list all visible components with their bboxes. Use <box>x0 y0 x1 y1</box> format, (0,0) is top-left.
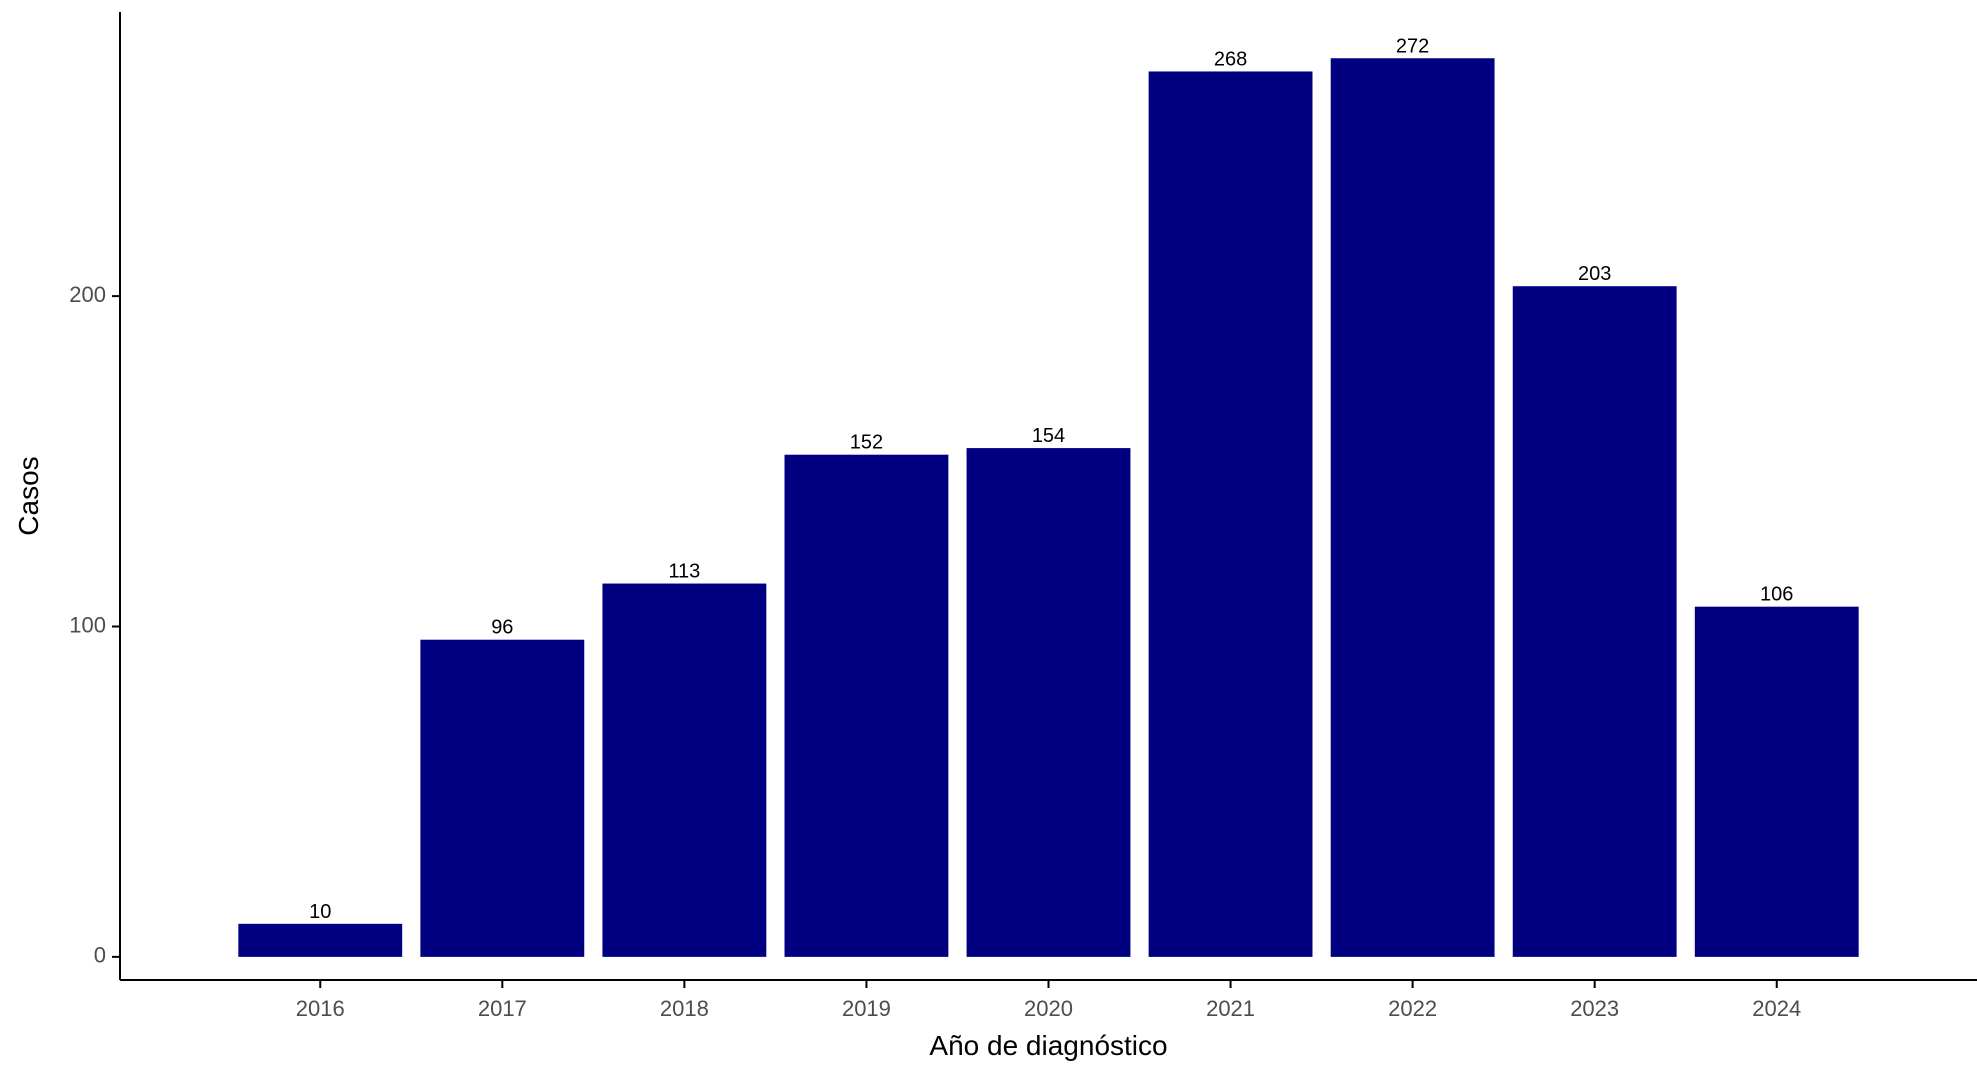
data-label-2018: 113 <box>668 561 700 583</box>
bar-2017 <box>420 639 585 957</box>
y-ticks: 0 100 200 <box>69 282 120 968</box>
y-tick-label: 200 <box>69 282 106 307</box>
x-tick-label-2023: 2023 <box>1570 996 1619 1021</box>
y-tick-label: 0 <box>94 943 106 968</box>
x-tick-label-2018: 2018 <box>660 996 709 1021</box>
x-tick-label-2016: 2016 <box>296 996 345 1021</box>
bar-2020 <box>966 448 1131 957</box>
y-tick-label: 100 <box>69 612 106 637</box>
bar-2021 <box>1148 71 1313 957</box>
x-tick-label-2017: 2017 <box>478 996 527 1021</box>
data-label-2024: 106 <box>1760 584 1793 606</box>
x-tick-label-2020: 2020 <box>1024 996 1073 1021</box>
bar-2016 <box>238 923 403 957</box>
data-label-2017: 96 <box>491 617 513 639</box>
data-label-2020: 154 <box>1032 425 1065 447</box>
data-label-2016: 10 <box>309 901 331 923</box>
bar-2022 <box>1330 58 1495 957</box>
x-tick-label-2022: 2022 <box>1388 996 1437 1021</box>
data-label-2022: 272 <box>1396 35 1429 57</box>
x-tick-label-2019: 2019 <box>842 996 891 1021</box>
bars: 10 96 113 152 154 268 272 203 106 <box>238 35 1859 957</box>
data-label-2019: 152 <box>850 432 883 454</box>
x-tick-label-2021: 2021 <box>1206 996 1255 1021</box>
x-ticks: 2016 2017 2018 2019 2020 2021 2022 2023 2024 <box>296 980 1801 1021</box>
x-tick-label-2024: 2024 <box>1752 996 1801 1021</box>
data-label-2021: 268 <box>1214 48 1247 70</box>
data-label-2023: 203 <box>1578 263 1611 285</box>
bar-2023 <box>1512 286 1677 957</box>
bar-2018 <box>602 583 767 957</box>
bar-2019 <box>784 454 949 957</box>
bar-2024 <box>1694 606 1859 957</box>
y-axis-title: Casos <box>13 456 44 535</box>
x-axis-title: Año de diagnóstico <box>929 1030 1167 1061</box>
